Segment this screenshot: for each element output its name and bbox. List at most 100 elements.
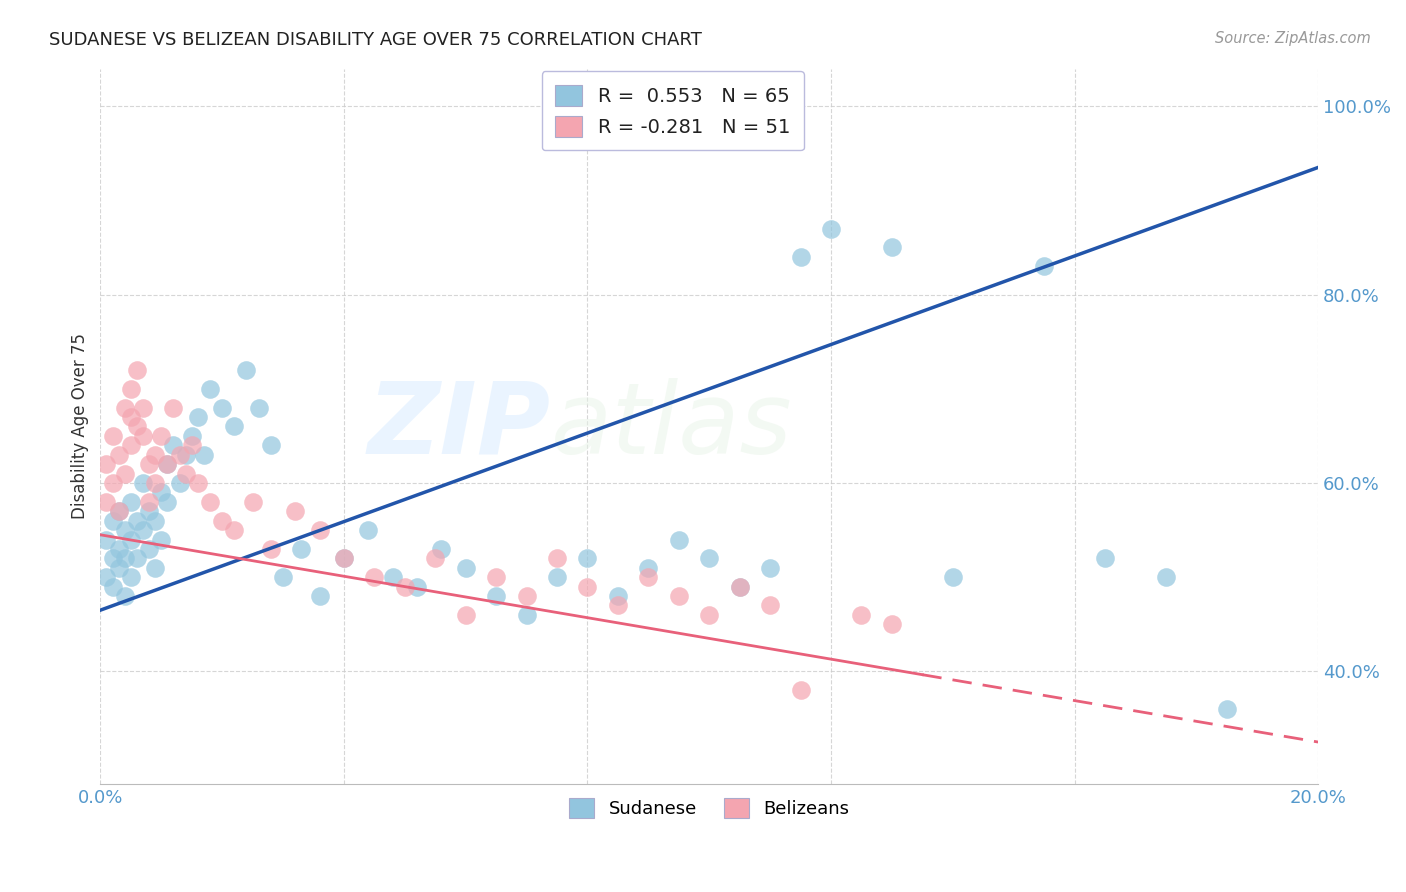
Point — [454, 607, 477, 622]
Point — [290, 541, 312, 556]
Point — [308, 523, 330, 537]
Point — [211, 401, 233, 415]
Point — [96, 495, 118, 509]
Point — [143, 561, 166, 575]
Point — [107, 504, 129, 518]
Point — [668, 533, 690, 547]
Point — [697, 551, 720, 566]
Point — [211, 514, 233, 528]
Point — [224, 419, 246, 434]
Point — [107, 541, 129, 556]
Point — [363, 570, 385, 584]
Point — [485, 589, 508, 603]
Point — [101, 580, 124, 594]
Point — [546, 551, 568, 566]
Text: ZIP: ZIP — [368, 378, 551, 475]
Point — [942, 570, 965, 584]
Point — [606, 599, 628, 613]
Point — [156, 457, 179, 471]
Point — [138, 541, 160, 556]
Point — [101, 475, 124, 490]
Point — [107, 561, 129, 575]
Point — [576, 580, 599, 594]
Point — [260, 541, 283, 556]
Point — [260, 438, 283, 452]
Point — [107, 504, 129, 518]
Point — [169, 448, 191, 462]
Point — [485, 570, 508, 584]
Point — [150, 429, 173, 443]
Text: SUDANESE VS BELIZEAN DISABILITY AGE OVER 75 CORRELATION CHART: SUDANESE VS BELIZEAN DISABILITY AGE OVER… — [49, 31, 702, 49]
Point — [880, 240, 903, 254]
Point — [851, 607, 873, 622]
Point — [101, 514, 124, 528]
Point — [120, 533, 142, 547]
Point — [114, 589, 136, 603]
Point — [180, 429, 202, 443]
Point — [880, 617, 903, 632]
Point — [101, 429, 124, 443]
Point — [668, 589, 690, 603]
Point — [169, 475, 191, 490]
Point — [516, 589, 538, 603]
Point — [198, 382, 221, 396]
Point — [193, 448, 215, 462]
Point — [156, 457, 179, 471]
Point — [242, 495, 264, 509]
Point — [132, 475, 155, 490]
Point — [394, 580, 416, 594]
Point — [406, 580, 429, 594]
Point — [107, 448, 129, 462]
Point — [284, 504, 307, 518]
Point — [138, 495, 160, 509]
Point — [187, 475, 209, 490]
Point — [150, 533, 173, 547]
Point — [637, 570, 659, 584]
Point — [132, 523, 155, 537]
Point — [357, 523, 380, 537]
Point — [1154, 570, 1177, 584]
Point — [156, 495, 179, 509]
Point — [606, 589, 628, 603]
Point — [728, 580, 751, 594]
Point — [125, 363, 148, 377]
Point — [381, 570, 404, 584]
Point — [162, 438, 184, 452]
Point — [576, 551, 599, 566]
Point — [120, 570, 142, 584]
Point — [125, 514, 148, 528]
Point — [333, 551, 356, 566]
Point — [174, 448, 197, 462]
Point — [789, 250, 811, 264]
Point — [308, 589, 330, 603]
Point — [96, 533, 118, 547]
Point — [96, 570, 118, 584]
Point — [114, 551, 136, 566]
Legend: Sudanese, Belizeans: Sudanese, Belizeans — [561, 791, 856, 825]
Text: atlas: atlas — [551, 378, 793, 475]
Point — [125, 419, 148, 434]
Point — [187, 410, 209, 425]
Point — [235, 363, 257, 377]
Point — [697, 607, 720, 622]
Point — [120, 410, 142, 425]
Point — [224, 523, 246, 537]
Point — [759, 599, 782, 613]
Point — [138, 457, 160, 471]
Point — [125, 551, 148, 566]
Point — [820, 221, 842, 235]
Point — [1216, 702, 1239, 716]
Point — [120, 495, 142, 509]
Point — [120, 438, 142, 452]
Point — [546, 570, 568, 584]
Point — [114, 467, 136, 481]
Point — [174, 467, 197, 481]
Point — [271, 570, 294, 584]
Point — [1033, 260, 1056, 274]
Point — [143, 448, 166, 462]
Point — [132, 401, 155, 415]
Point — [138, 504, 160, 518]
Point — [637, 561, 659, 575]
Point — [759, 561, 782, 575]
Point — [143, 514, 166, 528]
